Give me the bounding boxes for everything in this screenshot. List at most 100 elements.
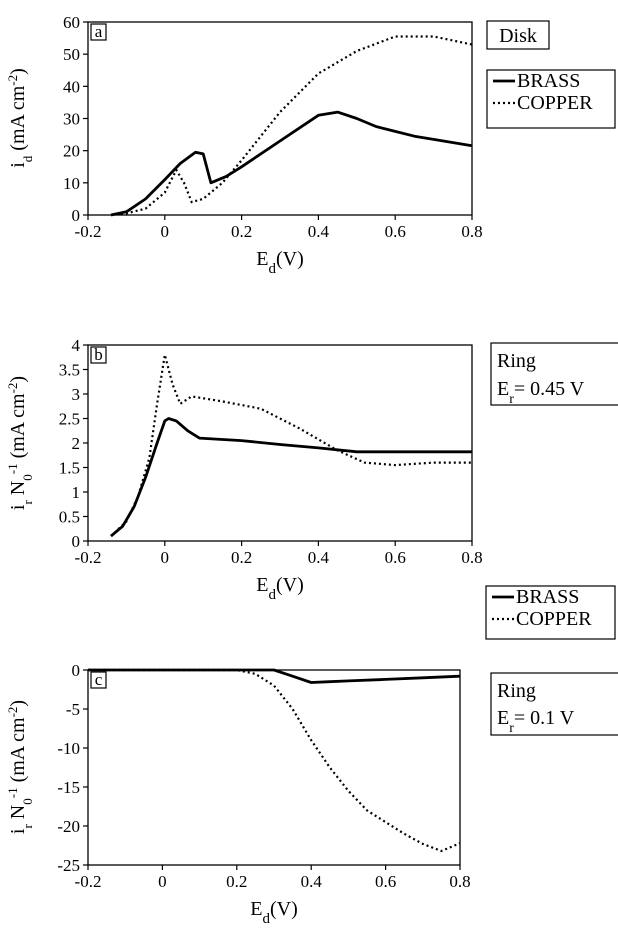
- y-axis-label-part: 0: [20, 474, 35, 481]
- y-axis-label-part: N: [7, 805, 29, 824]
- panel-label-box: [90, 671, 107, 689]
- x-tick-label: 0.2: [226, 872, 247, 891]
- y-tick-label: 3: [72, 385, 81, 404]
- x-tick-label: 0.4: [308, 548, 330, 567]
- title-box: [490, 342, 618, 406]
- y-tick-label: 0: [72, 206, 81, 225]
- x-tick-label: -0.2: [75, 872, 102, 891]
- legend-label-brass: BRASS: [516, 586, 579, 608]
- x-tick-label: 0.6: [385, 222, 406, 241]
- y-axis-label-part: i: [7, 162, 29, 168]
- chart-title: Ring: [497, 350, 536, 372]
- x-axis-label: Ed(V): [256, 248, 303, 277]
- y-axis-label-part: (mA cm: [7, 717, 29, 787]
- chart-title: Disk: [499, 25, 537, 47]
- y-tick-label: -25: [57, 856, 80, 875]
- y-tick-label: -10: [57, 739, 80, 758]
- y-axis-label-part: r: [20, 500, 35, 505]
- y-tick-label: 2: [72, 434, 81, 453]
- y-tick-label: 1.5: [59, 459, 80, 478]
- y-tick-label: 0: [72, 661, 81, 680]
- panel-label-box: [90, 346, 107, 364]
- panel-label: b: [94, 345, 103, 364]
- chart-title: Ring: [497, 680, 536, 702]
- series-line-brass: [88, 668, 461, 684]
- x-tick-label: 0.8: [461, 548, 482, 567]
- y-tick-label: 20: [63, 142, 80, 161]
- y-axis-label-part: i: [7, 828, 29, 834]
- series-line-brass: [110, 417, 472, 538]
- legend-box: [485, 585, 616, 640]
- x-axis-label: Ed(V): [256, 574, 303, 603]
- x-tick-label: 0.4: [301, 872, 323, 891]
- y-axis-label: ir N0-1 (mA cm-2): [5, 700, 35, 834]
- x-tick-label: 0.2: [231, 222, 252, 241]
- x-tick-label: 0.4: [308, 222, 330, 241]
- y-axis-label-part: (mA cm: [7, 85, 29, 155]
- x-tick-label: 0: [161, 548, 170, 567]
- x-axis-label-main: E: [256, 248, 268, 270]
- x-axis-label-sub: d: [268, 261, 276, 277]
- y-tick-label: -15: [57, 778, 80, 797]
- y-axis-label-part: i: [7, 504, 29, 510]
- plot-frame: [87, 21, 473, 216]
- x-tick-label: 0: [158, 872, 167, 891]
- x-axis-label-sub: d: [268, 587, 276, 603]
- y-tick-label: 3.5: [59, 361, 80, 380]
- legend-label-brass: BRASS: [517, 70, 580, 92]
- x-tick-label: 0: [161, 222, 170, 241]
- x-tick-label: 0.8: [461, 222, 482, 241]
- y-tick-label: 10: [63, 174, 80, 193]
- x-axis-label-main: E: [256, 574, 268, 596]
- y-axis-label-part: -2: [5, 75, 20, 86]
- chart-subtitle: Er= 0.45 V: [497, 378, 585, 407]
- legend-label-copper: COPPER: [516, 608, 592, 630]
- x-axis-label-unit: (V): [276, 574, 304, 596]
- x-axis-label: Ed(V): [250, 898, 297, 927]
- series-line-copper: [110, 354, 472, 537]
- x-axis-label-main: E: [250, 898, 262, 920]
- x-tick-label: 0.6: [375, 872, 396, 891]
- y-tick-label: -5: [66, 700, 80, 719]
- y-axis-label-part: N: [7, 481, 29, 500]
- chart-subtitle: Er= 0.1 V: [497, 707, 575, 736]
- subtitle-part: r: [509, 721, 514, 736]
- y-axis-label-part: r: [20, 824, 35, 829]
- panel-label: a: [95, 22, 103, 41]
- title-box: [486, 20, 550, 50]
- panel-label-box: [90, 23, 107, 41]
- y-axis-label-part: ): [7, 700, 29, 707]
- y-tick-label: 2.5: [59, 410, 80, 429]
- series-line-copper: [88, 668, 461, 853]
- y-axis-label-part: d: [20, 155, 35, 162]
- panel-b: -0.2 0 0.2 0.4 0.6 0.800.511.522.533.54Ed(V)i…: [5, 336, 618, 603]
- y-axis-label-part: -2: [5, 707, 20, 718]
- x-axis-label-unit: (V): [276, 248, 304, 270]
- subtitle-part: = 0.45 V: [514, 378, 585, 400]
- y-axis-label-part: ): [7, 376, 29, 383]
- y-tick-label: 60: [63, 13, 80, 32]
- y-axis-label-part: ): [7, 68, 29, 75]
- y-axis-label-part: -1: [5, 463, 20, 474]
- legend-label-copper: COPPER: [517, 92, 593, 114]
- series-line-copper: [110, 35, 473, 217]
- y-tick-label: 4: [72, 336, 81, 355]
- plot-frame: [87, 669, 461, 866]
- plot-frame: [87, 344, 473, 542]
- y-axis-label-part: -1: [5, 787, 20, 798]
- y-tick-label: 1: [72, 483, 81, 502]
- subtitle-part: = 0.1 V: [514, 707, 575, 729]
- panel-c: -0.2 0 0.2 0.4 0.6 0.8 0 -5 -10 -15 -20 -25 Ed(V) ir …: [5, 661, 618, 927]
- y-tick-label: -20: [57, 817, 80, 836]
- y-axis-label-part: -2: [5, 383, 20, 394]
- x-tick-label: 0.8: [449, 872, 470, 891]
- subtitle-part: E: [497, 707, 509, 729]
- subtitle-part: r: [509, 392, 514, 407]
- y-tick-label: 50: [63, 45, 80, 64]
- y-tick-label: 0.5: [59, 508, 80, 527]
- y-axis-label: id (mA cm-2): [5, 68, 35, 168]
